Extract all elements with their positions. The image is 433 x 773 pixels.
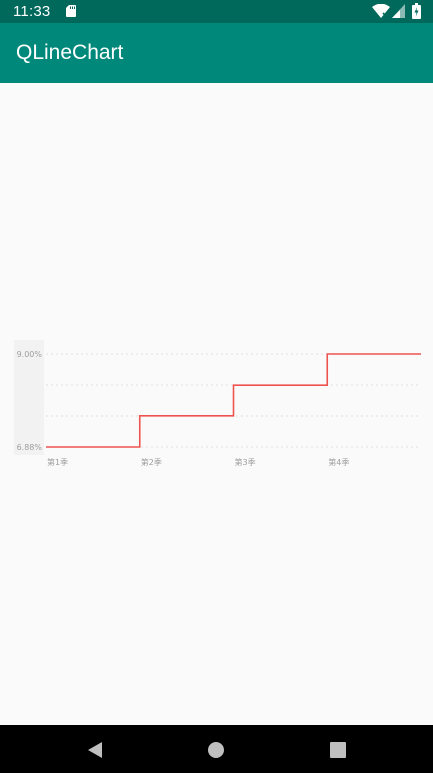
app-bar: QLineChart	[0, 23, 433, 83]
battery-icon	[412, 3, 421, 19]
y-tick-label: 6.88%	[17, 443, 43, 452]
y-tick-label: 9.00%	[17, 350, 43, 359]
chart-container: 9.00% 6.88% 第1季 第2季 第3季 第4季	[0, 83, 433, 725]
recents-icon[interactable]	[330, 742, 346, 758]
status-time: 11:33	[13, 3, 51, 20]
app-title: QLineChart	[16, 41, 124, 64]
x-tick-label: 第1季	[47, 457, 68, 467]
line-chart: 9.00% 6.88% 第1季 第2季 第3季 第4季	[14, 340, 421, 467]
x-tick-label: 第4季	[328, 457, 349, 467]
x-tick-label: 第2季	[141, 457, 162, 467]
navigation-bar	[0, 725, 433, 773]
sd-card-icon	[66, 5, 76, 17]
y-axis-background	[14, 340, 44, 455]
series-line	[46, 353, 421, 448]
home-icon[interactable]	[207, 741, 225, 759]
status-bar: 11:33	[0, 0, 433, 23]
wifi-icon	[372, 4, 390, 18]
back-icon[interactable]	[86, 741, 104, 759]
signal-icon	[392, 4, 405, 18]
x-tick-label: 第3季	[235, 457, 256, 467]
